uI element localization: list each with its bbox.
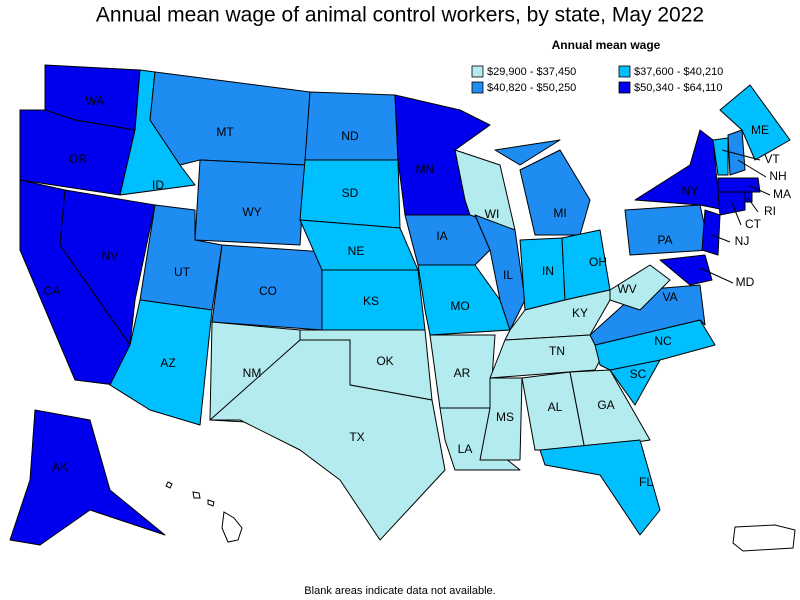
state-label: OK — [376, 354, 393, 368]
state-label: KY — [572, 306, 588, 320]
state-label: MD — [736, 275, 755, 289]
state-label: MS — [496, 410, 514, 424]
legend-swatch — [471, 81, 484, 94]
state-label: VT — [764, 152, 780, 166]
states — [9, 64, 791, 546]
state-label: GA — [597, 398, 614, 412]
state-shape — [149, 71, 311, 166]
state-label: SD — [342, 186, 359, 200]
legend: $29,900 - $37,450 $37,600 - $40,210 $40,82… — [471, 65, 723, 94]
footnote: Blank areas indicate data not available. — [304, 585, 495, 597]
state-label: LA — [458, 442, 473, 456]
state-label: NJ — [735, 234, 750, 248]
state-label: MT — [216, 125, 234, 139]
state-label: VA — [662, 290, 677, 304]
legend-label: $40,820 - $50,250 — [487, 82, 576, 94]
legend-label: $29,900 - $37,450 — [487, 66, 576, 78]
state-labels: WA OR CA NV ID MT WY UT CO AZ NM ND SD NE KS OK TX MN IA MO… — [44, 94, 791, 489]
state-label: ID — [152, 178, 164, 192]
state-shape — [109, 299, 213, 426]
state-label: SC — [630, 367, 647, 381]
state-shape — [717, 191, 746, 216]
state-label: TX — [349, 430, 364, 444]
state-shape — [701, 209, 721, 256]
state-label: OR — [69, 152, 87, 166]
state-label: KS — [363, 294, 379, 308]
state-shape — [719, 84, 791, 161]
state-shape — [659, 254, 713, 286]
state-shape — [634, 129, 726, 211]
legend-label: $50,340 - $64,110 — [634, 82, 722, 94]
state-label: MA — [773, 187, 791, 201]
legend-title: Annual mean wage — [552, 38, 661, 52]
state-label: CA — [44, 284, 61, 298]
state-label: ND — [341, 129, 359, 143]
state-shape — [59, 189, 156, 346]
state-label: NM — [243, 366, 262, 380]
state-shape — [609, 264, 671, 311]
state-label: MO — [450, 299, 469, 313]
leader-line — [711, 234, 731, 243]
state-label: NV — [102, 249, 119, 263]
state-label: UT — [174, 265, 191, 279]
state-label: WI — [485, 207, 500, 221]
leader-line — [699, 267, 734, 284]
state-shape — [727, 129, 746, 176]
state-label: NY — [682, 184, 699, 198]
leader-line — [749, 185, 771, 196]
state-label: NH — [769, 169, 786, 183]
leader-line — [731, 202, 742, 226]
state-label: IN — [542, 264, 554, 278]
state-shape — [404, 214, 491, 266]
state-shape — [624, 204, 711, 256]
state-shape — [194, 159, 306, 246]
state-shape — [304, 91, 399, 161]
hawaii — [165, 481, 243, 543]
map-title: Annual mean wage of animal control worke… — [96, 4, 704, 27]
state-label: FL — [639, 475, 653, 489]
leader-line — [737, 159, 767, 178]
state-label: IL — [503, 268, 513, 282]
state-shape — [569, 369, 651, 451]
state-label: WY — [242, 205, 261, 219]
state-shape — [539, 439, 661, 536]
state-label: NC — [654, 334, 672, 348]
state-label: AR — [454, 366, 471, 380]
state-shape — [479, 377, 523, 461]
legend-swatch — [471, 65, 484, 78]
state-label: MI — [553, 206, 566, 220]
state-shape — [9, 409, 166, 546]
state-label: NE — [348, 244, 365, 258]
state-shape — [744, 191, 753, 203]
state-shape — [717, 177, 761, 193]
state-label: ME — [751, 123, 769, 137]
state-shape — [712, 137, 729, 176]
state-shape — [209, 339, 446, 541]
leader-line — [721, 149, 761, 161]
state-label: AK — [52, 460, 68, 474]
state-label: OH — [589, 255, 607, 269]
puerto-rico — [732, 524, 796, 552]
state-label: AZ — [160, 356, 175, 370]
legend-swatch — [618, 65, 631, 78]
state-label: CO — [259, 284, 277, 298]
state-label: TN — [549, 344, 565, 358]
state-label: MN — [416, 162, 435, 176]
state-label: AL — [548, 400, 563, 414]
leader-line — [747, 197, 759, 213]
state-shape — [494, 139, 591, 236]
state-label: PA — [657, 233, 672, 247]
legend-label: $37,600 - $40,210 — [634, 66, 723, 78]
state-label: CT — [745, 217, 762, 231]
state-label: IA — [436, 229, 447, 243]
state-label: RI — [764, 204, 776, 218]
legend-swatch — [618, 81, 631, 94]
state-label: WA — [86, 94, 105, 108]
state-label: WV — [617, 282, 636, 296]
no-data-areas — [165, 481, 796, 552]
